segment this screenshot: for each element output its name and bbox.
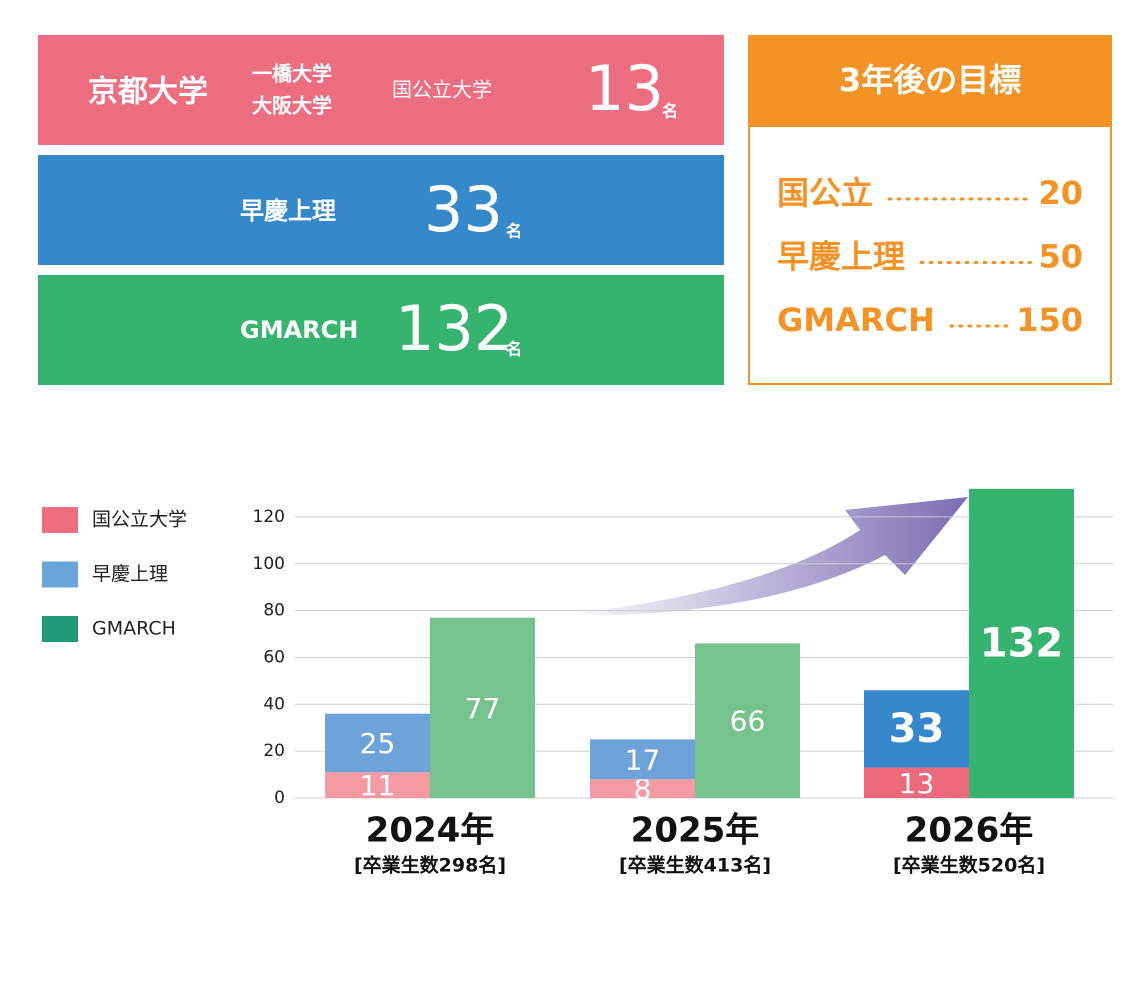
legend-swatch [42, 616, 78, 642]
bar-value-label: 8 [634, 773, 652, 806]
row-box [38, 155, 724, 265]
y-tick-label: 100 [253, 554, 285, 574]
y-tick-label: 60 [263, 647, 285, 667]
bar [969, 488, 1074, 798]
row-count: 13 [585, 52, 664, 125]
goal-title: 3年後の目標 [839, 61, 1021, 99]
bar [590, 779, 695, 798]
bar-value-label: 25 [360, 727, 396, 760]
x-sublabel: [卒業生数413名] [619, 854, 771, 877]
legend-swatch [42, 507, 78, 533]
row-box [38, 275, 724, 385]
row-box [38, 35, 724, 145]
bar [864, 690, 969, 768]
x-tick-label: 2024年 [366, 811, 495, 851]
row-unit: 名 [506, 222, 522, 241]
bar-value-label: 33 [889, 706, 945, 752]
y-tick-label: 40 [263, 694, 285, 714]
row-name: GMARCH [240, 316, 358, 344]
legend-label: 早慶上理 [92, 563, 168, 585]
row-name: 早慶上理 [240, 197, 336, 225]
bar [864, 767, 969, 798]
bar-value-label: 77 [465, 692, 501, 725]
bar-value-label: 11 [360, 769, 396, 802]
row-group: 国公立大学 [392, 78, 492, 102]
goal-name: GMARCH [777, 301, 935, 339]
x-tick-label: 2026年 [905, 811, 1034, 851]
goal-name: 早慶上理 [777, 238, 905, 276]
bar [325, 772, 430, 798]
y-tick-label: 20 [263, 741, 285, 761]
bar-value-label: 132 [980, 620, 1064, 666]
y-tick-label: 120 [253, 507, 285, 527]
bar-value-label: 17 [625, 743, 661, 776]
x-sublabel: [卒業生数298名] [354, 854, 506, 877]
goal-value: 20 [1038, 174, 1083, 212]
trend-arrow [560, 497, 968, 616]
goal-value: 50 [1038, 238, 1083, 276]
bar-value-label: 66 [730, 705, 766, 738]
y-tick-label: 0 [274, 788, 285, 808]
bar [590, 739, 695, 780]
goal-name: 国公立 [777, 174, 873, 212]
bar [695, 643, 800, 798]
x-sublabel: [卒業生数520名] [893, 854, 1045, 877]
x-tick-label: 2025年 [631, 811, 760, 851]
goal-header [748, 35, 1112, 127]
row-name: 京都大学 [88, 75, 208, 110]
row-unit: 名 [506, 340, 522, 359]
legend-label: GMARCH [92, 618, 176, 640]
bar [430, 617, 535, 798]
bar [325, 713, 430, 773]
goal-value: 150 [1016, 301, 1083, 339]
bar-value-label: 13 [899, 767, 935, 800]
legend-swatch [42, 561, 78, 588]
row-count: 132 [395, 292, 513, 365]
row-other: 一橋大学 [252, 62, 332, 86]
row-count: 33 [424, 173, 503, 246]
y-tick-label: 80 [263, 601, 285, 621]
row-other: 大阪大学 [252, 94, 332, 118]
legend-label: 国公立大学 [92, 509, 187, 531]
row-unit: 名 [662, 102, 678, 121]
